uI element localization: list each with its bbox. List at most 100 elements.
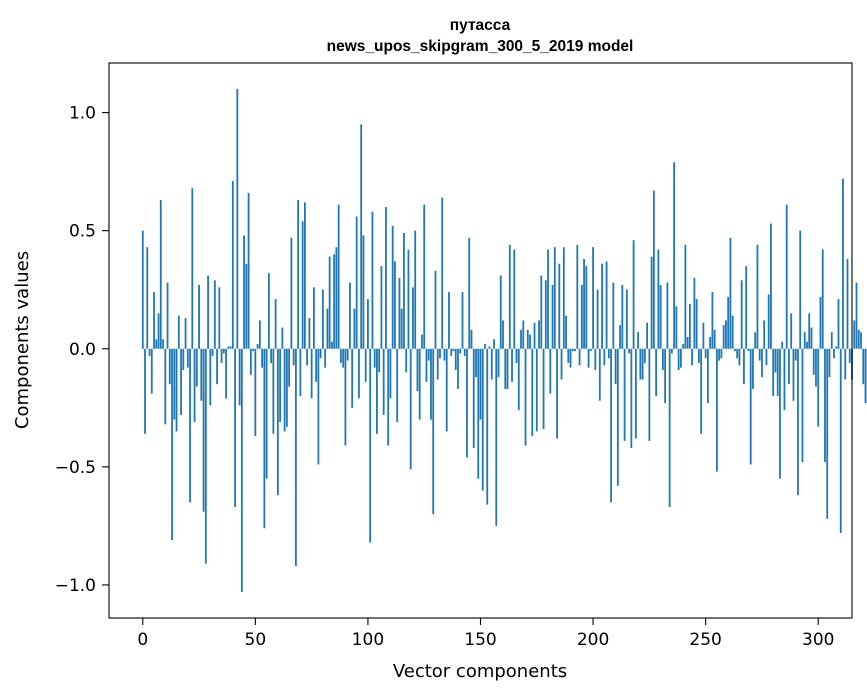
bar-53 [261,348,263,368]
bar-312 [844,348,847,380]
y-axis-ticks: −1.0 −0.5 0.0 0.5 1.0 [55,104,109,596]
bar-266 [740,280,743,349]
bar-110 [389,348,392,399]
bar-158 [497,348,500,378]
bar-55 [265,348,268,479]
bar-141 [459,348,462,354]
bar-81 [324,348,327,368]
bar-253 [711,292,714,349]
bar-71 [301,221,304,349]
bar-146 [470,329,473,349]
bar-176 [538,320,540,349]
x-tick-label: 300 [802,630,834,650]
bar-54 [263,348,266,529]
bar-241 [684,244,687,349]
bar-233 [666,282,669,349]
bar-201 [594,348,597,371]
bar-192 [574,348,576,352]
bar-124 [421,334,423,349]
bar-82 [326,308,329,349]
bar-282 [776,348,779,396]
bar-298 [812,348,815,375]
bar-131 [436,348,439,380]
bar-90 [344,348,347,446]
bar-72 [303,202,306,349]
bar-0 [141,230,144,349]
bar-86 [335,247,338,349]
bar-256 [718,348,721,361]
bar-133 [441,197,444,349]
x-tick-label: 0 [137,630,148,650]
bar-269 [747,348,750,352]
bar-45 [243,235,245,349]
bar-113 [396,348,399,422]
bar-150 [479,348,482,420]
bar-100 [367,299,369,349]
bar-11 [166,282,169,349]
bar-247 [698,348,700,363]
bar-120 [412,287,414,349]
bar-148 [475,348,477,378]
bar-18 [182,348,185,371]
y-tick-label: 1.0 [69,104,96,124]
bar-235 [670,348,673,354]
bar-67 [292,348,295,366]
bar-129 [432,348,435,515]
plot-frame [108,62,853,619]
bar-287 [788,348,790,385]
bar-296 [808,313,811,349]
bar-184 [556,348,558,439]
bar-50 [254,348,257,437]
bar-38 [227,346,230,349]
bar-123 [418,348,421,420]
bar-91 [346,348,349,361]
bar-138 [452,348,455,352]
bar-68 [294,348,297,567]
bar-220 [637,332,640,349]
bar-305 [828,348,831,378]
bar-98 [362,235,365,349]
bar-37 [225,348,227,399]
bar-199 [589,348,592,352]
bar-106 [380,266,383,349]
bar-221 [639,348,642,380]
bar-309 [837,299,840,349]
bar-185 [558,263,561,349]
bar-88 [340,348,342,363]
bar-307 [833,348,835,359]
bar-194 [578,348,581,366]
bar-291 [797,348,799,496]
bar-12 [168,348,171,385]
x-tick-label: 50 [245,630,267,650]
bar-245 [693,277,696,349]
bar-214 [623,348,626,441]
bar-317 [855,282,858,349]
bar-27 [202,348,205,512]
bar-216 [628,348,630,354]
bar-119 [409,348,412,470]
bar-306 [830,332,833,349]
bar-104 [376,348,378,434]
bar-16 [177,315,180,349]
bar-226 [650,256,653,349]
bar-62 [281,327,284,349]
bar-64 [285,348,288,427]
bar-163 [508,244,511,349]
bar-69 [297,199,300,349]
bar-227 [652,190,655,349]
bar-36 [222,348,225,354]
bar-178 [542,348,545,430]
bar-186 [560,348,563,380]
chart-title-line1: путасса [450,17,511,34]
bar-63 [283,348,286,432]
bar-272 [754,332,757,349]
bar-246 [695,299,698,349]
bar-9 [162,339,164,349]
bar-173 [531,348,534,437]
bar-292 [799,230,802,349]
bar-87 [337,204,340,349]
bar-264 [736,348,739,359]
bar-179 [544,280,547,349]
bar-252 [709,336,712,349]
bar-107 [382,348,385,415]
